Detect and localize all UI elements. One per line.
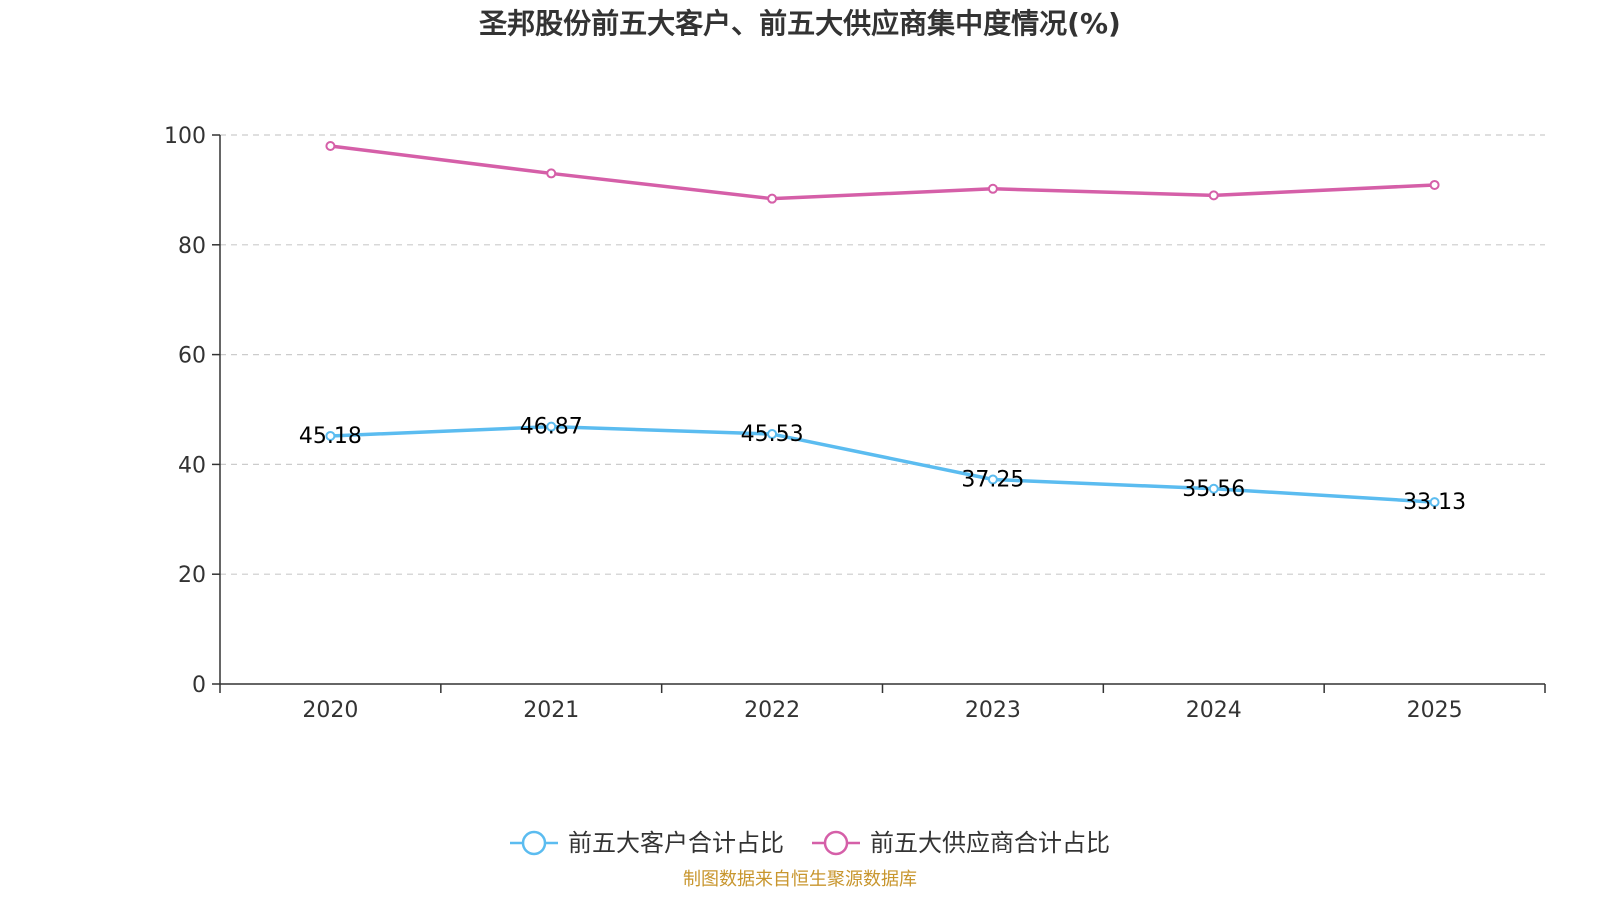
data-point-1-3[interactable] bbox=[987, 183, 998, 194]
y-tick-label: 80 bbox=[178, 234, 206, 259]
series-lines bbox=[325, 140, 1440, 508]
data-label: 35.56 bbox=[1182, 477, 1245, 502]
legend-item-0[interactable]: 前五大客户合计占比 bbox=[510, 829, 784, 857]
source-note: 制图数据来自恒生聚源数据库 bbox=[683, 869, 917, 890]
data-point-1-0[interactable] bbox=[325, 140, 336, 151]
data-point-1-2[interactable] bbox=[767, 193, 778, 204]
data-point-0-3[interactable] bbox=[987, 474, 998, 485]
data-label: 45.53 bbox=[741, 422, 804, 447]
series-line-0 bbox=[330, 424, 1435, 504]
data-point-1-1[interactable] bbox=[546, 168, 557, 179]
y-tick-label: 100 bbox=[164, 124, 206, 149]
grid-lines bbox=[220, 134, 1545, 575]
chart-title: 圣邦股份前五大客户、前五大供应商集中度情况(%) bbox=[479, 7, 1121, 40]
data-label: 46.87 bbox=[520, 415, 583, 440]
x-tick-label: 2022 bbox=[744, 698, 800, 723]
axes: 0 20 40 60 80 100 2020 2021 2022 2023 2024 2025 bbox=[164, 124, 1546, 723]
data-point-0-5[interactable] bbox=[1429, 497, 1440, 508]
x-tick-label: 2024 bbox=[1186, 698, 1242, 723]
series-line-1 bbox=[330, 144, 1435, 201]
data-point-0-4[interactable] bbox=[1208, 483, 1219, 494]
y-tick-label: 20 bbox=[178, 563, 206, 588]
data-point-1-4[interactable] bbox=[1208, 190, 1219, 201]
x-tick-label: 2025 bbox=[1407, 698, 1463, 723]
legend-label: 前五大供应商合计占比 bbox=[870, 829, 1110, 857]
data-label: 37.25 bbox=[961, 467, 1024, 492]
data-point-1-5[interactable] bbox=[1429, 179, 1440, 190]
x-tick-label: 2021 bbox=[523, 698, 579, 723]
legend-circle-icon bbox=[521, 830, 547, 856]
x-tick-label: 2020 bbox=[302, 698, 358, 723]
legend-circle-icon bbox=[823, 830, 849, 856]
y-tick-label: 60 bbox=[178, 344, 206, 369]
data-labels: 45.18 46.87 45.53 37.25 35.56 33.13 bbox=[299, 415, 1466, 515]
data-point-0-2[interactable] bbox=[767, 429, 778, 440]
y-tick-label: 0 bbox=[192, 673, 206, 698]
data-label: 45.18 bbox=[299, 424, 362, 449]
legend-item-1[interactable]: 前五大供应商合计占比 bbox=[812, 829, 1110, 857]
data-label: 33.13 bbox=[1403, 490, 1466, 515]
y-tick-label: 40 bbox=[178, 453, 206, 478]
data-point-0-1[interactable] bbox=[546, 421, 557, 432]
x-tick-label: 2023 bbox=[965, 698, 1021, 723]
legend[interactable]: 前五大客户合计占比 前五大供应商合计占比 bbox=[510, 829, 1110, 857]
data-point-0-0[interactable] bbox=[325, 430, 336, 441]
legend-label: 前五大客户合计占比 bbox=[568, 829, 784, 857]
